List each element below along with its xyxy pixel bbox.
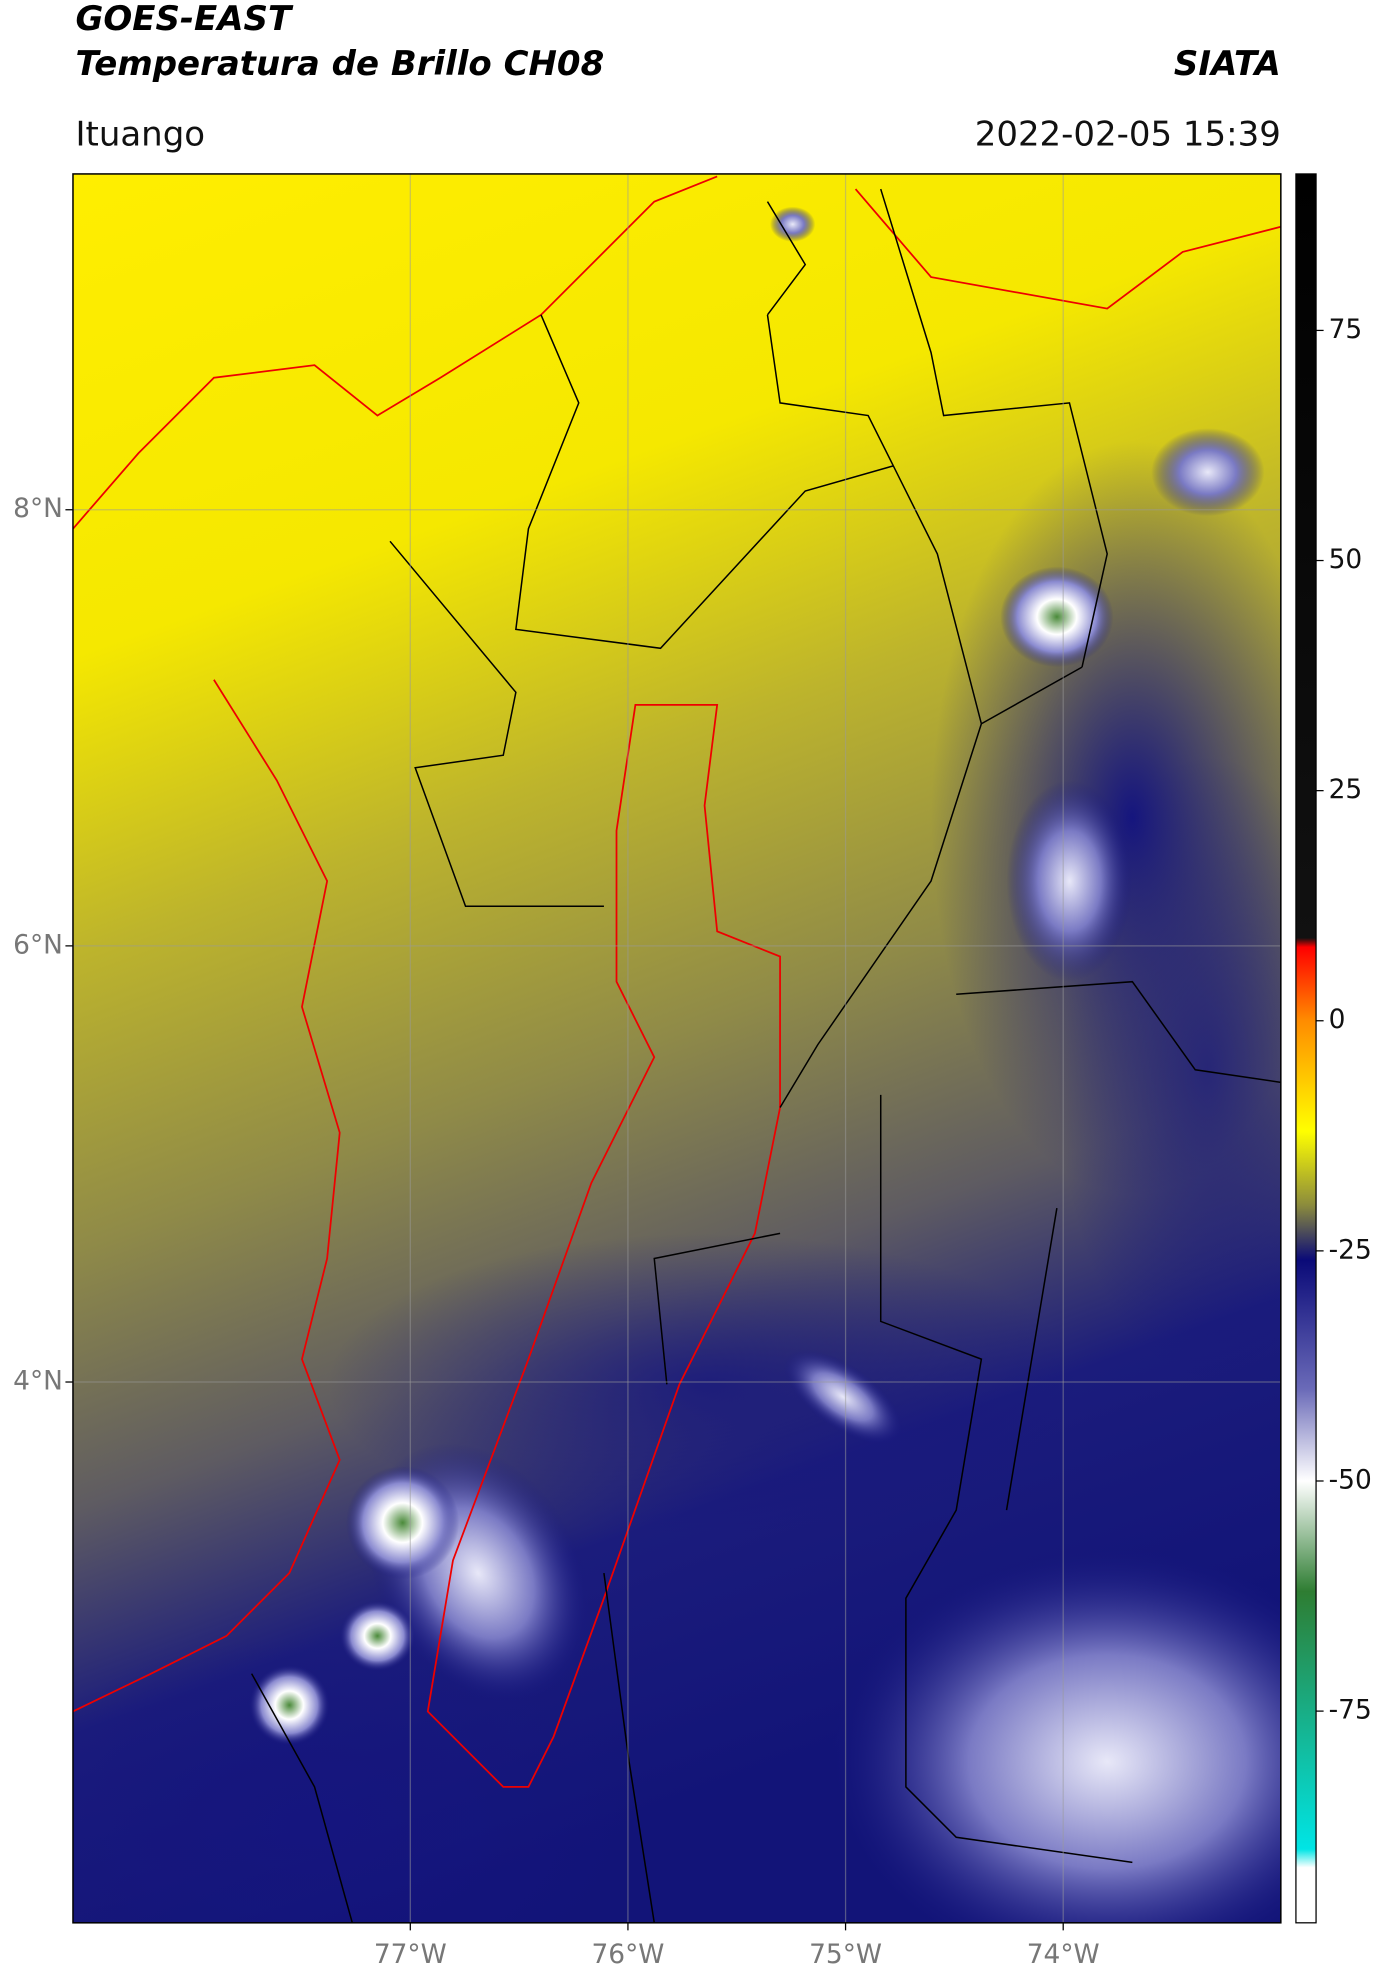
datetime: 2022-02-05 15:39: [975, 115, 1281, 155]
colorbar-tick-label: -75: [1329, 1695, 1372, 1726]
x-tick-label: 76°W: [591, 1939, 664, 1970]
y-tick-label: 6°N: [13, 929, 63, 960]
source: SIATA: [1174, 44, 1281, 84]
title: GOES-EAST: [75, 0, 293, 39]
region: Ituango: [75, 115, 205, 155]
y-tick-label: 8°N: [13, 493, 63, 524]
x-tick-label: 75°W: [809, 1939, 882, 1970]
x-tick-label: 74°W: [1027, 1939, 1100, 1970]
map-frame: [72, 173, 1282, 1924]
colorbar-tick-label: -25: [1329, 1234, 1372, 1265]
satellite-image: [72, 173, 1281, 1923]
y-tick-label: 4°N: [13, 1366, 63, 1397]
colorbar-tick-label: 25: [1329, 774, 1363, 805]
subtitle: Temperatura de Brillo CH08: [75, 44, 604, 84]
graticule: [72, 173, 1281, 1923]
colorbar-tick-label: 75: [1329, 314, 1363, 345]
colorbar: [1295, 173, 1317, 1924]
colorbar-tick-label: 50: [1329, 544, 1363, 575]
colorbar-tick-label: 0: [1329, 1004, 1346, 1035]
colorbar-tick-label: -50: [1329, 1464, 1372, 1495]
x-tick-label: 77°W: [374, 1939, 447, 1970]
